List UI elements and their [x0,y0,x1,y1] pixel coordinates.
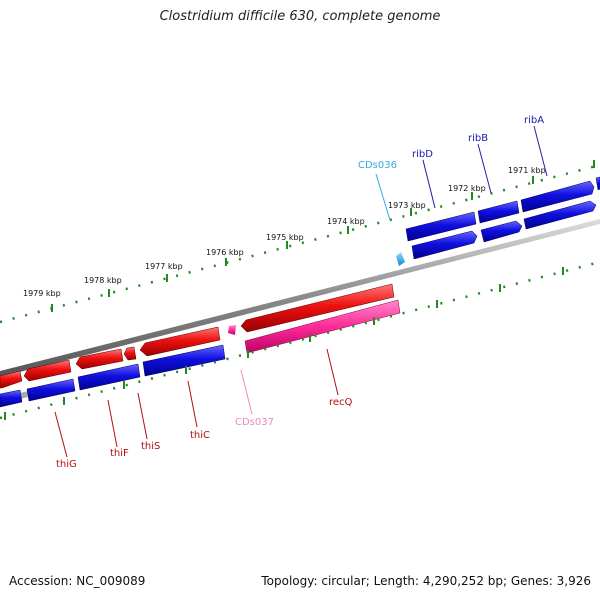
scale-label-1977: 1977 kbp [145,262,183,271]
cds-fwd-inner-2 [480,220,523,243]
scale-label-1979: 1979 kbp [23,289,61,298]
reverse-lower-lane [0,344,226,408]
cds-ribD [405,211,477,242]
leader-ribA [533,125,548,177]
label-thiF: thiF [110,448,129,459]
forward-cds-inner-lane [411,200,597,260]
cds-thiC [139,326,221,357]
leader-ribB [477,143,492,194]
label-ribD: ribD [412,149,433,160]
cds-next [595,176,600,191]
cds-ribA [520,180,595,213]
map-title: Clostridium difficile 630, complete geno… [159,9,441,24]
forward-cds-outer-lane [405,176,600,242]
leader-CDs036 [375,173,391,221]
cds-thiF [75,348,124,370]
leader-thiS [137,392,148,440]
inner-scale-track [0,260,600,420]
reverse-cds-upper-lane [0,283,395,389]
cds-rev-lower-1 [0,389,23,408]
scale-label-1973: 1973 kbp [388,201,426,210]
cds-rev-lower-2 [26,378,76,402]
label-CDs036: CDs036 [358,160,397,171]
label-ribA: ribA [524,115,544,126]
leader-lines [54,125,548,458]
outer-major-ticks [51,160,595,312]
cds-ribB [477,200,520,224]
cds036-feature [396,252,405,266]
scale-label-1975: 1975 kbp [266,233,304,242]
scale-label-1978: 1978 kbp [84,276,122,285]
cds037-track [244,299,401,354]
cds-rev-lower-4 [142,344,226,377]
label-thiS: thiS [141,441,160,452]
leader-CDs037 [240,369,253,415]
cds-recQ [240,283,395,333]
inner-major-ticks [4,267,564,420]
topology-text: Topology: circular; Length: 4,290,252 bp… [261,574,591,588]
cds037-feature [228,325,236,335]
scale-label-1974: 1974 kbp [327,217,365,226]
leader-thiG [54,411,68,458]
leader-thiC [187,380,198,428]
label-ribB: ribB [468,133,488,144]
cds-fwd-inner-1 [411,230,478,260]
accession-text: Accession: NC_009089 [9,574,146,588]
leader-ribD [422,159,436,209]
scale-label-1972: 1972 kbp [448,184,486,193]
label-thiC: thiC [190,430,210,441]
label-recQ: recQ [329,397,353,408]
backbone-line [0,219,600,377]
leader-recQ [326,348,339,396]
cds-thiS [123,346,137,361]
cds-thiG [23,359,72,382]
cds-fwd-inner-3 [523,200,597,230]
scale-labels: 1979 kbp 1978 kbp 1977 kbp 1976 kbp 1975… [23,166,546,298]
scale-label-1971: 1971 kbp [508,166,546,175]
gene-labels: CDs036 ribD ribB ribA thiG thiF thiS thi… [56,115,544,470]
leader-thiF [107,399,118,448]
cds-rev-lower-3 [77,363,141,391]
label-CDs037: CDs037 [235,417,274,428]
scale-label-1976: 1976 kbp [206,248,244,257]
cds-rev-edge [0,370,23,389]
label-thiG: thiG [56,459,77,470]
